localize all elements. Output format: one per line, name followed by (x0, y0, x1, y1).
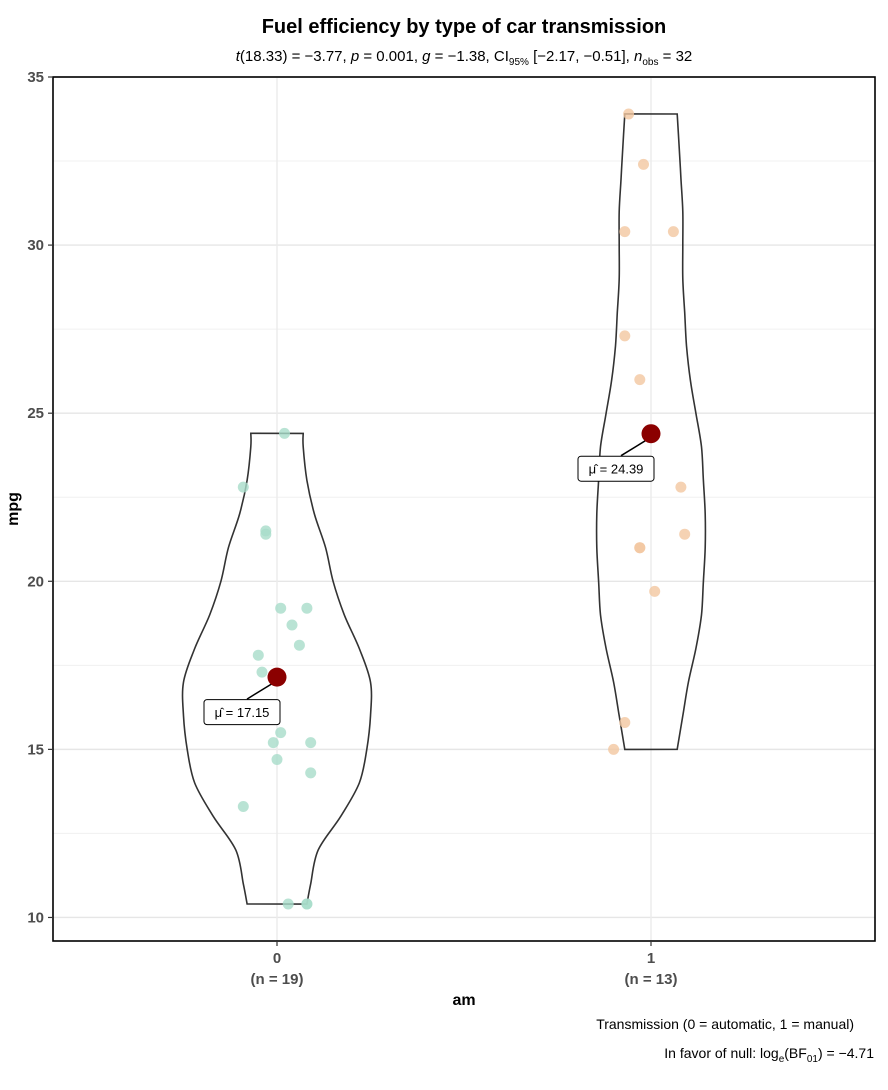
mean-label-group-0: μ̂ = 17.15 (215, 705, 270, 720)
caption-bayes-factor: In favor of null: loge(BF01) = −4.71 (664, 1045, 874, 1065)
mean-label-box (577, 455, 655, 482)
y-axis-title: mpg (5, 492, 22, 526)
data-point-group-0 (301, 602, 313, 614)
data-point-group-0 (237, 481, 249, 493)
data-point-group-0 (275, 727, 287, 739)
y-axis-ticks: 10 15 20 25 30 35 (27, 69, 53, 926)
data-point-group-1 (667, 226, 679, 238)
y-tick-label: 35 (27, 69, 44, 86)
x-tick-count: (n = 19) (251, 971, 304, 988)
data-point-group-1 (634, 374, 646, 386)
plot-frame (52, 76, 876, 942)
data-point-group-0 (260, 528, 272, 540)
mean-label-box (203, 699, 281, 726)
x-tick-label: 1 (647, 950, 655, 967)
data-point-group-1 (649, 585, 661, 597)
y-tick-label: 10 (27, 909, 44, 926)
x-tick-count: (n = 13) (625, 971, 678, 988)
data-point-group-1 (623, 108, 635, 120)
data-point-group-0 (279, 427, 290, 439)
y-tick-label: 20 (27, 573, 44, 590)
mean-point-group-1 (641, 424, 661, 444)
x-axis-title: am (452, 992, 475, 1009)
mean-point-group-0 (267, 667, 287, 687)
data-point-group-0 (305, 737, 317, 749)
data-point-group-0 (237, 801, 249, 812)
data-point-group-0 (286, 619, 298, 631)
data-point-group-0 (293, 639, 305, 651)
grid-lines (53, 76, 875, 941)
x-axis-ticks: 0 (n = 19) 1 (n = 13) (251, 941, 678, 988)
data-point-group-0 (267, 737, 279, 749)
data-point-group-0 (256, 666, 268, 678)
data-points (237, 108, 691, 910)
data-point-group-1 (675, 481, 687, 493)
y-tick-label: 15 (27, 741, 44, 758)
data-point-group-0 (301, 898, 313, 910)
x-tick-label: 0 (273, 950, 281, 967)
mean-label-leader (620, 439, 648, 457)
caption-transmission: Transmission (0 = automatic, 1 = manual) (596, 1016, 854, 1032)
mean-markers: μ̂ = 17.15 μ̂ = 24.39 (203, 424, 661, 726)
data-point-group-1 (638, 158, 649, 170)
chart-subtitle: t(18.33) = −3.77, p = 0.001, g = −1.38, … (236, 48, 693, 68)
data-point-group-1 (619, 226, 631, 238)
y-tick-label: 30 (27, 237, 44, 254)
data-point-group-0 (282, 898, 294, 910)
data-point-group-1 (619, 330, 631, 342)
chart-title: Fuel efficiency by type of car transmiss… (262, 16, 667, 38)
y-tick-label: 25 (27, 405, 44, 422)
mean-label-group-1: μ̂ = 24.39 (589, 462, 644, 477)
data-point-group-1 (634, 542, 646, 554)
mean-label-leader (246, 682, 274, 700)
data-point-group-1 (679, 528, 691, 540)
data-point-group-1 (619, 717, 631, 728)
data-point-group-0 (271, 754, 283, 765)
data-point-group-0 (275, 602, 287, 614)
violin-group-0 (181, 432, 373, 905)
data-point-group-0 (305, 767, 317, 779)
data-point-group-1 (608, 743, 620, 755)
data-point-group-0 (252, 649, 264, 661)
